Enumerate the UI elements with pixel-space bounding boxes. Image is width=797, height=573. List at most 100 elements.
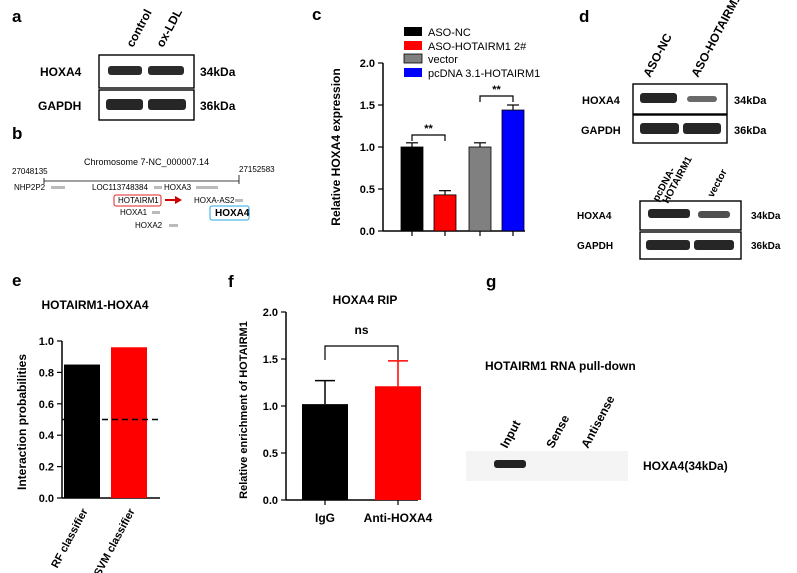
y-tick-label: 0.8 bbox=[39, 367, 54, 379]
row-label-gapdh: GAPDH bbox=[581, 125, 621, 137]
y-tick-label: 1.0 bbox=[263, 401, 278, 413]
lane-label-sense: Sense bbox=[543, 412, 572, 450]
y-axis-label: Relative enrichment of HOTAIRM1 bbox=[238, 321, 250, 499]
y-tick-label: 0.5 bbox=[263, 448, 278, 460]
bar bbox=[375, 386, 421, 500]
y-tick-label: 2.0 bbox=[360, 58, 375, 70]
y-tick-label: 0.0 bbox=[263, 495, 278, 507]
blot-band bbox=[687, 96, 717, 102]
y-tick-label: 0.4 bbox=[39, 430, 55, 442]
blot-background bbox=[466, 451, 628, 481]
gene-mark bbox=[235, 199, 243, 202]
blot-frame-gapdh bbox=[632, 114, 728, 144]
bar bbox=[501, 109, 525, 232]
bar bbox=[111, 347, 147, 498]
blot-band bbox=[646, 240, 690, 250]
legend-label: ASO-HOTAIRM1 2# bbox=[428, 41, 527, 53]
blot-band bbox=[640, 93, 677, 103]
gene-mark bbox=[169, 224, 178, 227]
hoxa4-highlight-box bbox=[209, 205, 250, 221]
x-tick-label: Anti-HOXA4 bbox=[364, 511, 433, 525]
chart-e: e HOTAIRM1-HOXA4 Interaction probabiliti… bbox=[12, 271, 160, 573]
size-label: 36kDa bbox=[751, 241, 781, 252]
gene-mark bbox=[154, 186, 162, 189]
legend-label: vector bbox=[428, 54, 458, 66]
bar bbox=[64, 364, 100, 498]
gene-label: LOC113748384 bbox=[92, 183, 148, 192]
legend-swatch bbox=[404, 68, 422, 77]
significance-label: ** bbox=[492, 84, 501, 96]
y-tick-label: 2.0 bbox=[263, 307, 278, 319]
panel-b: b Chromosome 7-NC_000007.14 27048135 271… bbox=[12, 124, 275, 230]
blot-band bbox=[494, 460, 526, 468]
blot-band bbox=[106, 99, 143, 110]
gene-mark bbox=[196, 186, 218, 189]
gene-label: NHP2P2 bbox=[14, 183, 46, 192]
blot-frame-gapdh bbox=[639, 231, 742, 260]
gene-mark bbox=[51, 186, 65, 189]
blot-frame-hoxa4 bbox=[98, 54, 195, 89]
size-label: 34kDa bbox=[734, 95, 767, 107]
chromosome-title: Chromosome 7-NC_000007.14 bbox=[84, 157, 209, 167]
blot-band bbox=[648, 209, 690, 218]
y-tick-label: 0.2 bbox=[39, 462, 54, 474]
x-tick-label: RF classifier bbox=[49, 506, 91, 570]
x-tick-label: IgG bbox=[315, 511, 335, 525]
y-axis-label: Interaction probabilities bbox=[15, 354, 29, 490]
panel-label-d: d bbox=[579, 7, 589, 26]
size-label: 34kDa bbox=[200, 65, 236, 79]
blot-band bbox=[108, 66, 142, 75]
y-tick-label: 1.0 bbox=[39, 336, 54, 348]
blot-band bbox=[683, 123, 721, 134]
band-label: HOXA4(34kDa) bbox=[643, 459, 728, 473]
panel-a: a control ox-LDL HOXA4 GAPDH 34kDa 36kDa bbox=[12, 6, 236, 121]
bar bbox=[433, 194, 457, 232]
blot-band bbox=[148, 99, 186, 110]
panel-g: g HOTAIRM1 RNA pull-down Input Sense Ant… bbox=[466, 272, 728, 481]
gene-label: HOXA-AS2 bbox=[194, 196, 235, 205]
lane-label-input: Input bbox=[497, 418, 523, 450]
y-tick-label: 0.0 bbox=[39, 493, 54, 505]
blot-band bbox=[148, 66, 184, 75]
panel-label-f: f bbox=[228, 272, 234, 291]
y-tick-label: 1.5 bbox=[263, 354, 278, 366]
chart-c: c Relative HOXA4 expression 0.0 0.5 1.0 1.5… bbox=[312, 5, 540, 238]
legend-label: ASO-NC bbox=[428, 27, 471, 39]
chart-f: f HOXA4 RIP Relative enrichment of HOTAI… bbox=[228, 272, 433, 525]
blot-frame-gapdh bbox=[98, 89, 195, 121]
significance-label: ** bbox=[424, 123, 433, 135]
row-label-hoxa4: HOXA4 bbox=[40, 65, 82, 79]
y-tick-label: 0.0 bbox=[360, 226, 375, 238]
chart-title: HOTAIRM1-HOXA4 bbox=[41, 298, 148, 312]
gene-mark bbox=[152, 211, 160, 214]
gene-label: HOXA2 bbox=[135, 221, 163, 230]
significance-bracket bbox=[411, 134, 446, 141]
panel-label-a: a bbox=[12, 7, 22, 26]
gene-label-hoxa4: HOXA4 bbox=[215, 208, 250, 219]
arrow-right-icon bbox=[175, 196, 182, 204]
y-tick-label: 0.6 bbox=[39, 399, 54, 411]
bar bbox=[302, 404, 348, 500]
x-tick-label: SVM classifier bbox=[92, 506, 138, 573]
significance-label: ns bbox=[354, 323, 368, 337]
blot-band bbox=[694, 240, 734, 250]
panel-label-e: e bbox=[12, 271, 21, 290]
row-label-gapdh: GAPDH bbox=[38, 99, 81, 113]
hotairm1-highlight-box bbox=[113, 194, 162, 207]
lane-label-control: control bbox=[123, 7, 154, 49]
panel-label-b: b bbox=[12, 124, 22, 143]
significance-bracket bbox=[479, 95, 514, 102]
y-axis-label: Relative HOXA4 expression bbox=[329, 68, 343, 225]
gene-label: HOXA1 bbox=[120, 208, 148, 217]
lane-label-oxldl: ox-LDL bbox=[153, 6, 185, 49]
panel-label-c: c bbox=[312, 5, 321, 24]
chart-title: HOXA4 RIP bbox=[333, 293, 398, 307]
panel-d: d ASO-NC ASO-HOTAIRM1 HOXA4 GAPDH 34kDa … bbox=[577, 0, 781, 260]
bar bbox=[400, 146, 424, 232]
legend-label: pcDNA 3.1-HOTAIRM1 bbox=[428, 68, 540, 80]
lane-label-aso-hotairm1: ASO-HOTAIRM1 bbox=[688, 0, 744, 79]
size-label: 34kDa bbox=[751, 211, 781, 222]
gene-label-hotairm1: HOTAIRM1 bbox=[118, 196, 159, 205]
blot-band bbox=[640, 123, 679, 134]
